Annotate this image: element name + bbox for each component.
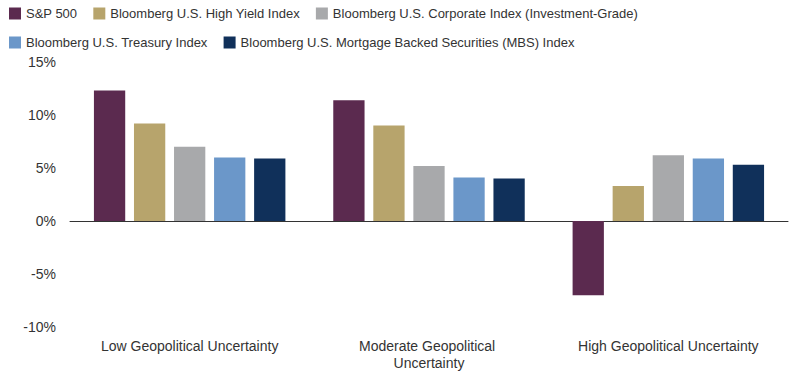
svg-text:Bloomberg U.S. Treasury Index: Bloomberg U.S. Treasury Index	[26, 35, 208, 50]
svg-text:Bloomberg U.S. Mortgage Backed: Bloomberg U.S. Mortgage Backed Securitie…	[241, 35, 575, 50]
svg-text:15%: 15%	[28, 54, 56, 70]
svg-text:Uncertainty: Uncertainty	[394, 355, 465, 371]
svg-text:0%: 0%	[36, 213, 56, 229]
svg-text:Low Geopolitical Uncertainty: Low Geopolitical Uncertainty	[101, 338, 278, 354]
svg-text:-5%: -5%	[31, 266, 56, 282]
svg-text:S&P 500: S&P 500	[26, 6, 77, 21]
svg-text:Bloomberg U.S. Corporate Index: Bloomberg U.S. Corporate Index (Investme…	[333, 6, 638, 21]
svg-text:5%: 5%	[36, 160, 56, 176]
svg-text:Bloomberg U.S. High Yield Inde: Bloomberg U.S. High Yield Index	[110, 6, 300, 21]
svg-text:Moderate Geopolitical: Moderate Geopolitical	[359, 338, 499, 354]
svg-text:10%: 10%	[28, 107, 56, 123]
svg-text:-10%: -10%	[23, 319, 56, 335]
svg-text:High Geopolitical Uncertainty: High Geopolitical Uncertainty	[578, 338, 759, 354]
